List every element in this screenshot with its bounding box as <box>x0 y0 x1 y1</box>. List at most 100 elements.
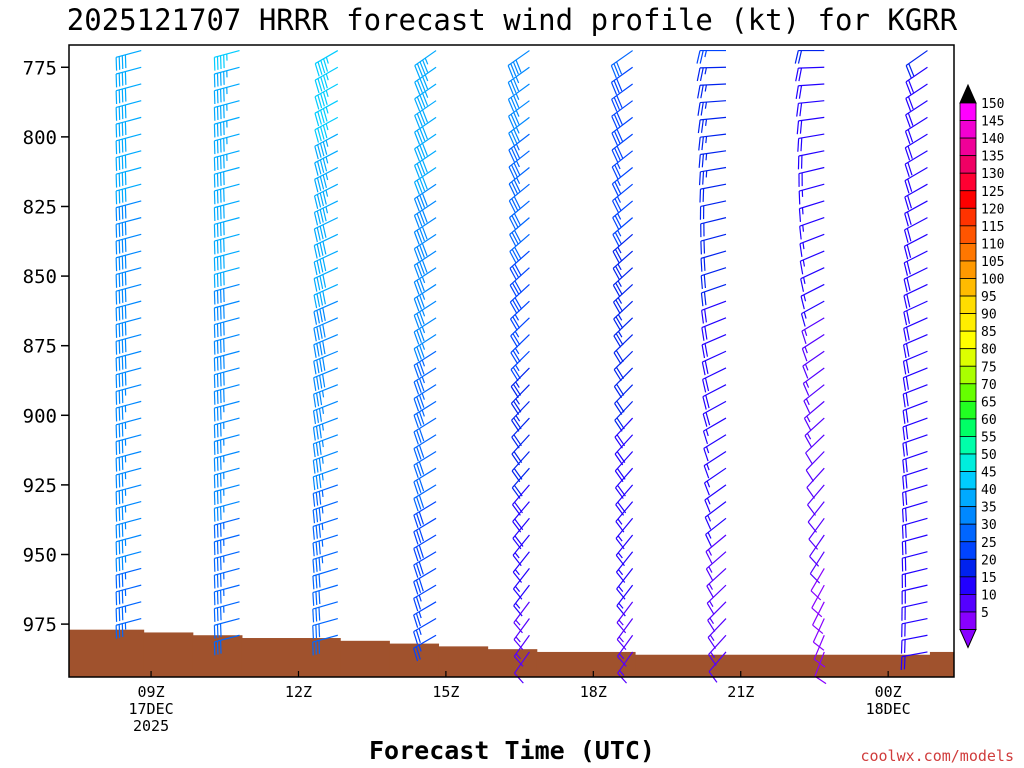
wind-barb <box>902 400 928 424</box>
wind-barb <box>612 200 634 230</box>
wind-barb <box>510 367 530 399</box>
terrain-step-9 <box>635 654 931 677</box>
wind-barb <box>797 133 825 152</box>
wind-barb <box>807 484 825 516</box>
wind-barb <box>115 100 142 121</box>
wind-barb <box>414 66 437 95</box>
credit-link[interactable]: coolwx.com/models <box>860 747 1014 765</box>
wind-barb <box>806 467 825 499</box>
colorbar-label: 90 <box>981 308 997 323</box>
colorbar-swatch <box>959 330 977 350</box>
wind-barb <box>213 333 240 355</box>
wind-barb <box>115 534 142 556</box>
wind-barb <box>413 200 437 229</box>
wind-barb <box>706 584 727 615</box>
wind-barb <box>700 233 727 255</box>
wind-barb <box>115 467 142 489</box>
colorbar-swatch <box>959 418 977 437</box>
wind-barb <box>213 617 240 639</box>
wind-barb <box>213 450 240 472</box>
wind-barb <box>902 384 928 408</box>
wind-barb <box>213 384 240 405</box>
colorbar-label: 15 <box>981 571 997 586</box>
wind-barb <box>612 267 634 298</box>
wind-barb <box>905 100 928 128</box>
wind-barb <box>804 417 825 448</box>
wind-barb <box>312 517 338 540</box>
wind-barb <box>115 283 142 305</box>
wind-barb <box>902 350 928 375</box>
wind-barb <box>509 283 530 314</box>
colorbar-swatch <box>959 278 977 297</box>
wind-barb <box>507 83 530 112</box>
terrain-step-6 <box>438 646 489 677</box>
wind-barb <box>707 618 727 649</box>
terrain-step-1 <box>143 632 194 677</box>
wind-barb <box>213 233 240 255</box>
wind-barb <box>313 233 339 259</box>
wind-barb <box>413 501 437 528</box>
y-tick-label: 775 <box>23 57 57 79</box>
wind-barb <box>312 484 338 507</box>
wind-barb <box>213 434 240 455</box>
wind-barb <box>800 283 825 310</box>
wind-barb <box>509 250 530 281</box>
barb-column-3 <box>413 50 437 662</box>
colorbar-label: 95 <box>981 290 997 305</box>
wind-barb <box>903 333 928 359</box>
wind-barb <box>697 83 727 99</box>
wind-barb <box>115 617 142 639</box>
wind-barb <box>213 183 240 205</box>
terrain-layer <box>69 629 955 677</box>
wind-barb <box>702 400 727 427</box>
wind-barb <box>805 434 825 465</box>
colorbar-label: 135 <box>981 150 1004 165</box>
x-tick-label: 2025 <box>133 717 169 735</box>
wind-barb <box>700 250 727 272</box>
wind-barb <box>413 484 437 512</box>
wind-barb <box>213 100 240 121</box>
wind-barb <box>312 551 338 573</box>
wind-barb <box>702 417 727 445</box>
wind-barb <box>904 183 928 210</box>
colorbar-swatch <box>959 120 977 139</box>
colorbar-label: 25 <box>981 536 997 551</box>
wind-barb <box>213 467 240 489</box>
wind-barb <box>901 551 928 572</box>
wind-barb <box>213 317 240 338</box>
wind-barb <box>413 618 437 645</box>
wind-barb <box>115 551 142 572</box>
wind-barb <box>413 634 437 662</box>
wind-barb <box>509 267 530 298</box>
wind-barb <box>902 434 928 457</box>
wind-barb <box>802 350 825 379</box>
wind-barb <box>513 634 530 667</box>
wind-barb <box>414 83 437 112</box>
wind-barb <box>901 617 928 638</box>
wind-barb <box>213 634 240 656</box>
wind-barb <box>706 567 727 598</box>
wind-barb <box>413 534 437 562</box>
wind-barb <box>900 634 928 654</box>
wind-barb <box>115 484 142 505</box>
wind-barb <box>312 634 338 656</box>
wind-barb <box>513 618 530 650</box>
wind-barb <box>797 150 825 170</box>
wind-barb <box>610 50 633 79</box>
wind-barb <box>413 300 437 329</box>
wind-barb <box>213 133 240 155</box>
colorbar-label: 130 <box>981 167 1004 182</box>
y-tick-label: 800 <box>23 127 57 149</box>
colorbar-label: 125 <box>981 185 1004 200</box>
wind-barb <box>508 116 530 146</box>
wind-barb <box>697 116 727 134</box>
wind-barb <box>801 334 825 362</box>
colorbar-label: 85 <box>981 325 997 340</box>
x-tick-label: 09Z <box>138 683 165 701</box>
wind-barb <box>903 250 928 276</box>
wind-barb <box>509 217 530 247</box>
colorbar-label: 70 <box>981 378 997 393</box>
wind-barb <box>313 350 339 375</box>
x-tick-label: 17DEC <box>128 700 173 718</box>
wind-barb <box>213 150 240 171</box>
